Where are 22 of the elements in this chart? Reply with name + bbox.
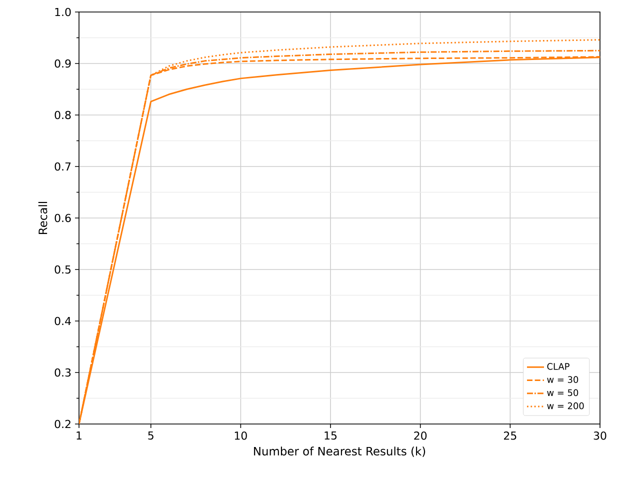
- x-axis-title: Number of Nearest Results (k): [254, 446, 426, 457]
- x-tick-label: 25: [504, 432, 516, 440]
- y-tick-label: 0.6: [54, 214, 71, 222]
- y-tick-label: 0.4: [54, 316, 71, 326]
- y-tick-label: 0.7: [54, 162, 71, 171]
- legend-label: w = 30: [547, 376, 578, 383]
- x-tick-label: 20: [414, 432, 427, 440]
- legend-label: w = 50: [547, 389, 578, 396]
- x-tick-label: 30: [594, 432, 606, 440]
- y-axis-title: Recall: [38, 202, 48, 234]
- y-tick-label: 0.2: [54, 420, 70, 428]
- x-tick-label: 10: [234, 432, 247, 440]
- x-tick-label: 15: [324, 432, 337, 440]
- legend-label: CLAP: [547, 363, 570, 370]
- x-tick-label: 1: [76, 432, 82, 440]
- x-tick-label: 5: [148, 432, 154, 440]
- y-tick-label: 0.5: [54, 265, 71, 274]
- y-tick-label: 0.8: [54, 110, 71, 120]
- y-tick-label: 0.9: [54, 59, 71, 68]
- legend-label: w = 200: [547, 402, 584, 410]
- y-tick-label: 1.0: [55, 8, 71, 16]
- y-tick-label: 0.3: [54, 368, 71, 377]
